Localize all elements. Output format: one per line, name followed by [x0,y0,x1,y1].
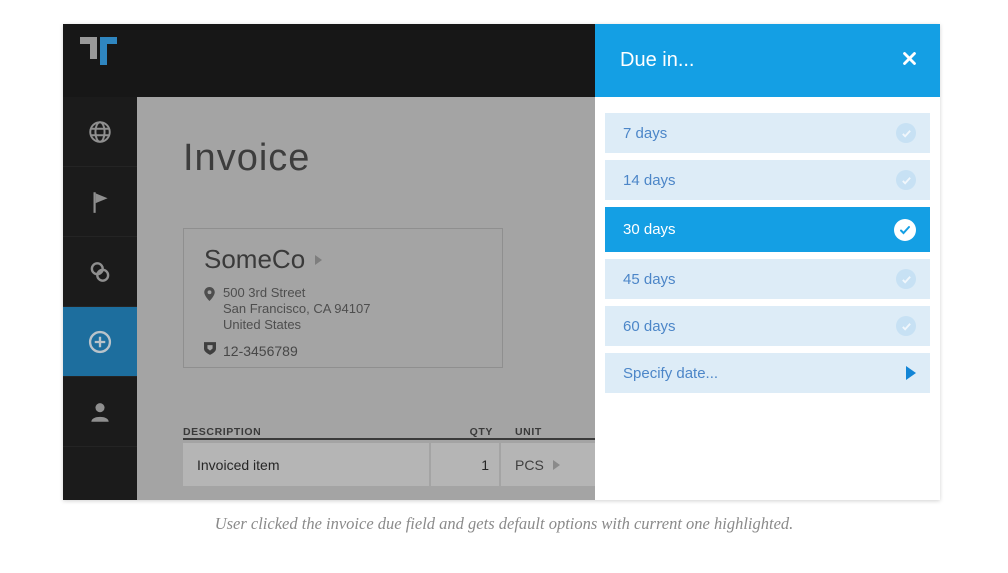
invoice-page-dimmed: Invoice SomeCo 500 3rd Street San Franci… [137,97,595,500]
user-icon [87,399,113,425]
sidebar [63,97,137,500]
tradeshift-logo [80,37,122,67]
play-arrow-icon [906,366,916,380]
flag-icon [87,189,113,215]
item-unit-value: PCS [515,456,544,473]
plus-circle-icon [86,328,114,356]
check-circle-icon [896,269,916,289]
column-header-qty: QTY [469,426,493,438]
due-options-list: 7 days 14 days 30 days 45 days [595,97,940,393]
sidebar-item-connections[interactable] [63,237,137,307]
company-tax-id: 12-3456789 [223,343,298,359]
due-option-60-days[interactable]: 60 days [605,306,930,346]
id-badge-icon [204,342,216,360]
due-option-7-days[interactable]: 7 days [605,113,930,153]
invoice-items-table: DESCRIPTION QTY UNIT Invoiced item 1 PCS [183,420,595,486]
company-card[interactable]: SomeCo 500 3rd Street San Francisco, CA … [183,228,503,368]
check-circle-icon [896,123,916,143]
close-icon [901,50,918,72]
chevron-right-icon [552,459,560,470]
check-circle-icon-selected [894,218,916,241]
globe-icon [87,119,113,145]
app-header [63,24,595,97]
due-option-30-days[interactable]: 30 days [605,207,930,252]
due-panel-header: Due in... [595,24,940,97]
check-circle-icon [896,170,916,190]
column-header-unit: UNIT [515,426,542,438]
due-date-panel: Due in... 7 days 14 days [595,24,940,500]
company-address-line1: 500 3rd Street [223,285,306,300]
company-name: SomeCo [204,244,306,274]
due-option-45-days[interactable]: 45 days [605,259,930,299]
sidebar-item-flag[interactable] [63,167,137,237]
invoice-item-row: Invoiced item 1 PCS [183,443,595,486]
app-window: Invoice SomeCo 500 3rd Street San Franci… [63,24,940,500]
sidebar-item-profile[interactable] [63,377,137,447]
screenshot-caption: User clicked the invoice due field and g… [214,514,794,533]
invoice-title: Invoice [183,137,311,179]
check-circle-icon [896,316,916,336]
chevron-right-icon [315,254,323,265]
panel-title: Due in... [620,49,695,71]
company-address-line3: United States [223,317,302,332]
specify-date-option[interactable]: Specify date... [605,353,930,393]
item-qty-field[interactable]: 1 [431,443,499,486]
location-pin-icon [204,285,216,333]
sidebar-item-create[interactable] [63,307,137,377]
sidebar-item-globe[interactable] [63,97,137,167]
item-description-field[interactable]: Invoiced item [183,443,429,486]
company-address-line2: San Francisco, CA 94107 [223,301,371,316]
link-icon [87,259,113,285]
due-option-14-days[interactable]: 14 days [605,160,930,200]
close-button[interactable] [896,48,922,74]
item-unit-field[interactable]: PCS [501,443,595,486]
column-header-description: DESCRIPTION [183,426,262,438]
